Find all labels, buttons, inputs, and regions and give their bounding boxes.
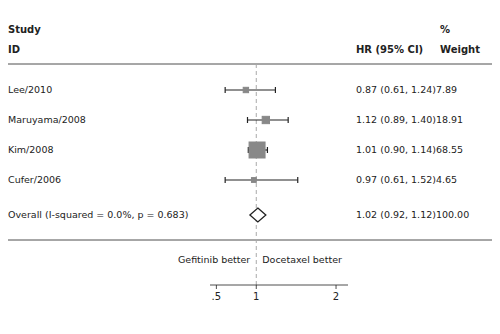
value-label: 0.87 (0.61, 1.24)7.89 xyxy=(356,84,457,95)
study-label: Cufer/2006 xyxy=(8,174,61,185)
study-label: Maruyama/2008 xyxy=(8,114,86,125)
column-header: % xyxy=(440,24,450,35)
ci-cap xyxy=(297,177,298,183)
chart: Study% ID HR (95% CI) Weight Lee/2010 0.87 (0… xyxy=(0,0,500,334)
ci-cap xyxy=(225,177,226,183)
separator xyxy=(8,64,492,65)
value-label: 1.01 (0.90, 1.14)68.55 xyxy=(356,144,463,155)
x-tick-label: 2 xyxy=(333,291,339,302)
reference-line xyxy=(256,64,257,285)
separator xyxy=(8,240,492,241)
study-label: Lee/2010 xyxy=(8,84,52,95)
effect-box xyxy=(251,178,256,183)
ci-cap xyxy=(225,87,226,93)
value-label: 1.12 (0.89, 1.40)18.91 xyxy=(356,114,463,125)
ci-cap xyxy=(267,147,268,153)
x-tick xyxy=(256,285,257,289)
effect-box xyxy=(243,87,248,92)
ci-cap xyxy=(247,117,248,123)
x-tick-label: .5 xyxy=(212,291,222,302)
column-header: Weight xyxy=(440,44,480,55)
column-header: Study xyxy=(8,24,41,35)
overall-value-label: 1.02 (0.92, 1.12)100.00 xyxy=(356,209,469,220)
effect-box xyxy=(249,142,265,158)
overall-label: Overall (I-squared = 0.0%, p = 0.683) xyxy=(8,209,188,220)
ci-cap xyxy=(288,117,289,123)
annotation: Gefitinib better xyxy=(178,254,250,265)
x-axis xyxy=(210,285,348,286)
effect-box xyxy=(262,116,269,123)
x-tick xyxy=(216,285,217,289)
plot-area xyxy=(225,64,298,285)
annotation: Docetaxel better xyxy=(262,254,342,265)
ci-line xyxy=(225,179,298,180)
column-header: HR (95% CI) xyxy=(356,44,423,55)
value-label: 0.97 (0.61, 1.52)4.65 xyxy=(356,174,457,185)
study-label: Kim/2008 xyxy=(8,144,54,155)
overall-diamond xyxy=(250,208,266,222)
x-tick-label: 1 xyxy=(253,291,259,302)
column-header: ID xyxy=(8,44,20,55)
ci-cap xyxy=(275,87,276,93)
x-tick xyxy=(336,285,337,289)
ci-line xyxy=(225,89,275,90)
